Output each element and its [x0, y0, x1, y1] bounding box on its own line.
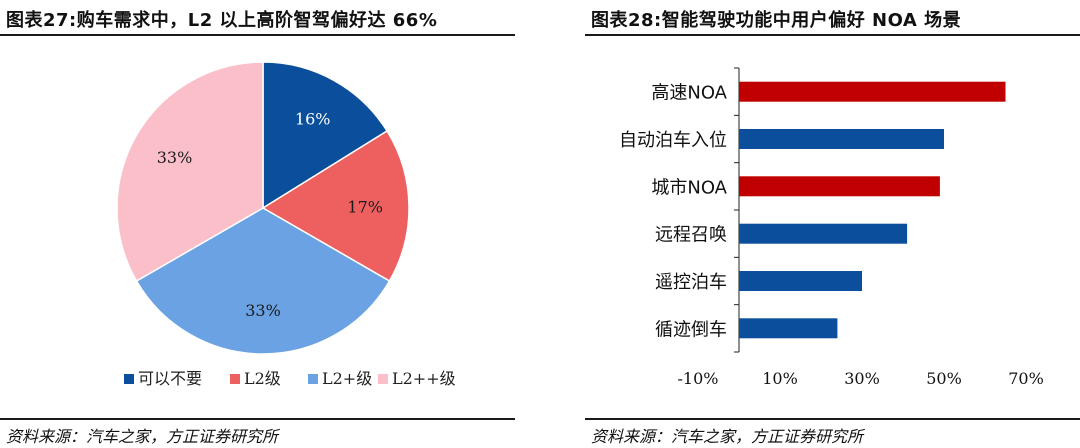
legend-item-label: 可以不要	[138, 369, 202, 388]
bar	[739, 81, 1006, 102]
pie-chart: 16% 17% 33% 33% 可以不要 L2级 L2+级 L2++级	[116, 61, 456, 388]
bar	[739, 318, 838, 339]
slice-data-label: 33%	[245, 301, 281, 320]
bar	[739, 223, 908, 244]
title-rule	[0, 34, 515, 36]
source-note: 资料来源：汽车之家，方正证券研究所	[591, 427, 864, 446]
bar	[739, 271, 862, 291]
legend-swatch	[378, 374, 388, 384]
x-tick-label: -10%	[678, 369, 719, 388]
legend-item-label: L2++级	[392, 369, 456, 388]
source-rule	[585, 418, 1080, 420]
source-rule	[0, 418, 515, 420]
pie-slice	[261, 129, 410, 283]
x-tick-label: 70%	[1008, 369, 1044, 388]
pie-chart-panel: 图表27:购车需求中，L2 以上高阶智驾偏好达 66% 16% 17% 33% 33%…	[0, 0, 515, 448]
category-label: 自动泊车入位	[619, 130, 727, 151]
slice-data-label: 17%	[347, 197, 383, 216]
category-label: 高速NOA	[651, 83, 727, 104]
pie-chart-title: 图表27:购车需求中，L2 以上高阶智驾偏好达 66%	[6, 10, 438, 31]
bar-chart-panel: 图表28:智能驾驶功能中用户偏好 NOA 场景 高速NOA 自动泊车入位城市NOA…	[585, 0, 1080, 448]
x-tick-label: 50%	[926, 369, 962, 388]
x-tick-label: 10%	[762, 369, 798, 388]
slice-data-label: 33%	[157, 148, 193, 167]
title-rule	[585, 34, 1080, 36]
legend-swatch	[308, 374, 318, 384]
bar-chart-title: 图表28:智能驾驶功能中用户偏好 NOA 场景	[591, 10, 962, 31]
source-note: 资料来源：汽车之家，方正证券研究所	[6, 427, 279, 446]
pie-slice	[135, 207, 391, 355]
legend-item-label: L2级	[244, 369, 281, 388]
legend-swatch	[230, 374, 240, 384]
pie-slice	[262, 61, 389, 210]
category-label: 远程召唤	[655, 225, 727, 246]
legend-item-label: L2+级	[322, 369, 372, 388]
legend-swatch	[124, 374, 134, 384]
bar	[739, 129, 944, 149]
slice-data-label: 16%	[295, 110, 331, 129]
category-label: 遥控泊车	[655, 272, 727, 293]
x-tick-label: 30%	[844, 369, 880, 388]
category-label: 城市NOA	[651, 177, 727, 198]
bar	[739, 176, 940, 197]
pie-slice	[116, 61, 264, 283]
category-label: 循迹倒车	[655, 319, 727, 340]
